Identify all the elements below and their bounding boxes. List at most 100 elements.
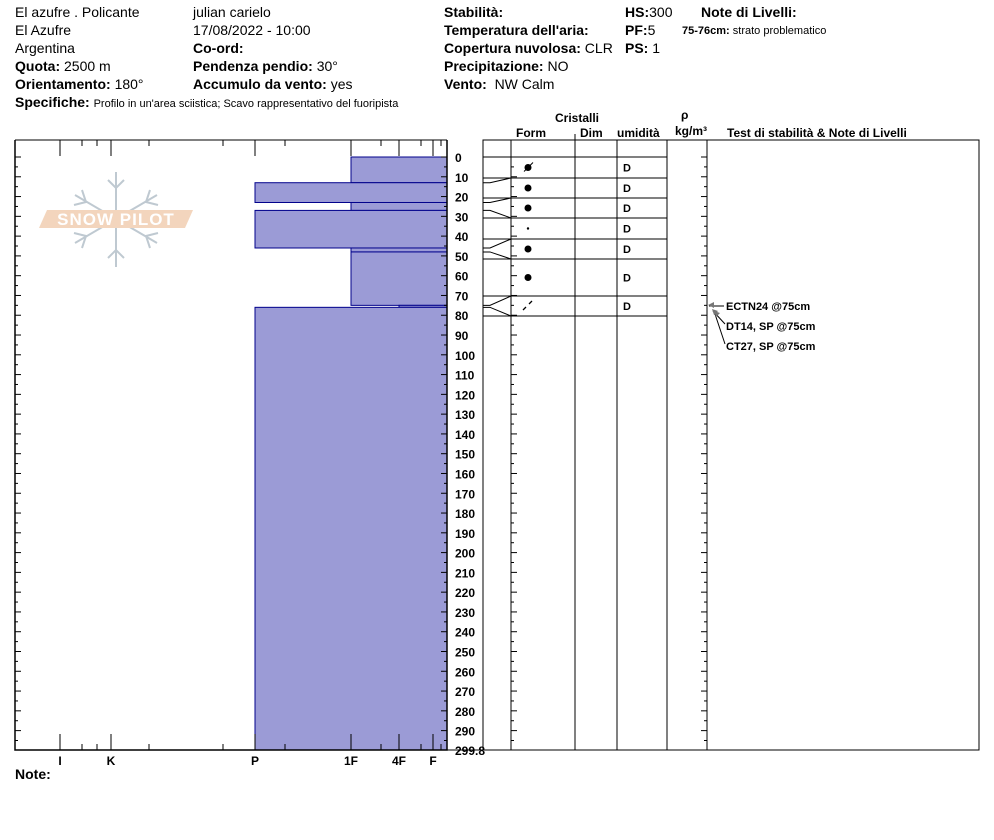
specifiche-label: Specifiche: [15,94,90,110]
hs-label: HS: [625,4,650,20]
depth-tick-label: 240 [455,626,475,640]
hardness-tick-label: 4F [392,754,406,768]
stability-label: Stabilità: [444,4,504,20]
hardness-tick-label: 1F [344,754,358,768]
moisture-label: D [623,224,631,236]
layer-connector [483,306,512,317]
logo-text: SNOW PILOT [57,210,175,229]
depth-tick-label: 40 [455,230,469,244]
depth-tick-label: 140 [455,428,475,442]
layer-note-range: 75-76cm: [682,25,730,37]
moisture-label: D [623,163,631,175]
country: Argentina [15,40,75,56]
precip: Precipitazione: NO [444,57,568,75]
slope-label: Pendenza pendio: [193,58,313,74]
moisture-label: D [623,301,631,313]
moisture-label: D [623,244,631,256]
note-label: Note: [15,766,51,782]
layer-table-frame [482,139,980,751]
hardness-bar [350,251,448,306]
wind-load-label: Accumulo da vento: [193,76,327,92]
depth-tick-label: 180 [455,507,475,521]
hardness-tick-label: P [251,754,259,768]
slope: Pendenza pendio: 30° [193,57,338,75]
pf: PF:5 [625,21,655,39]
plot-frame [14,140,448,751]
hardness-bar [254,209,448,249]
moisture-label: D [623,273,631,285]
depth-tick-label: 299.8 [455,744,485,758]
layer-connector [483,197,512,203]
location: El azufre . Policante [15,4,140,20]
moisture-label: D [623,203,631,215]
depth-tick-label: 230 [455,606,475,620]
area: El Azufre [15,22,72,38]
arrow-head-icon [714,311,720,317]
pf-label: PF: [625,22,648,38]
stability-test-label: CT27, SP @75cm [726,341,816,353]
rounded-grain-icon [526,227,530,230]
depth-tick-label: 250 [455,645,475,659]
hs: HS:300 [625,3,672,21]
specifiche: Specifiche: Profilo in un'area sciistica… [15,93,398,113]
hardness-tick-label: F [429,754,436,768]
ps-label: PS: [625,40,649,56]
depth-tick-label: 220 [455,586,475,600]
hardness-bar [350,156,448,184]
depth-tick-label: 260 [455,665,475,679]
stability-test-label: DT14, SP @75cm [726,321,816,333]
layer-connector [483,238,512,249]
depth-tick-label: 290 [455,725,475,739]
wind-load-value: yes [330,76,353,92]
hardness-bar [350,247,448,253]
hardness-bar [254,182,448,203]
wind-value: NW Calm [494,76,555,92]
hardness-bar [254,306,448,751]
rounded-grain-icon [524,245,532,253]
specifiche-value: Profilo in un'area sciistica; Scavo rapp… [93,98,399,110]
layer-connector [483,251,512,260]
orientation: Orientamento: 180° [15,75,144,93]
col-density-unit: kg/m³ [675,124,708,138]
ps-value: 1 [652,40,661,56]
arrow-head-icon [708,302,714,308]
depth-tick-label: 130 [455,408,475,422]
depth-tick-label: 190 [455,527,475,541]
quota-label: Quota: [15,58,61,74]
coord-label: Co-ord: [193,40,244,56]
depth-tick-label: 60 [455,270,469,284]
hardness-tick-label: K [107,754,116,768]
col-umidita: umidità [617,126,660,140]
depth-tick-label: 50 [455,250,469,264]
precip-label: Precipitazione: [444,58,544,74]
rounded-grain-icon [524,204,532,212]
air-temp-label: Temperatura dell'aria: [444,22,589,38]
depth-tick-label: 10 [455,171,469,185]
cloud-value: CLR [584,40,613,56]
depth-tick-label: 200 [455,547,475,561]
rounded-grain-icon [524,274,532,281]
moisture-label: D [623,183,631,195]
depth-tick-label: 210 [455,566,475,580]
pf-value: 5 [647,22,656,38]
depth-tick-label: 280 [455,705,475,719]
depth-tick-label: 270 [455,685,475,699]
layer-note: 75-76cm: strato problematico [682,22,826,40]
slope-value: 30° [316,58,338,74]
rounded-grain-icon [524,184,532,192]
depth-tick-label: 120 [455,388,475,402]
layer-note-text: strato problematico [732,25,827,37]
snowpilot-logo: SNOW PILOT [39,172,193,267]
test-arrow [714,313,726,345]
depth-tick-label: 80 [455,309,469,323]
layer-connector [483,295,512,306]
logo-banner [39,210,193,228]
crystal-form-icon [522,300,533,311]
stability-test-label: ECTN24 @75cm [726,301,810,313]
layer-connector [483,209,512,219]
hardness-tick-label: I [58,754,61,768]
depth-tick-label: 70 [455,289,469,303]
depth-tick-label: 110 [455,369,475,383]
depth-tick-label: 170 [455,487,475,501]
